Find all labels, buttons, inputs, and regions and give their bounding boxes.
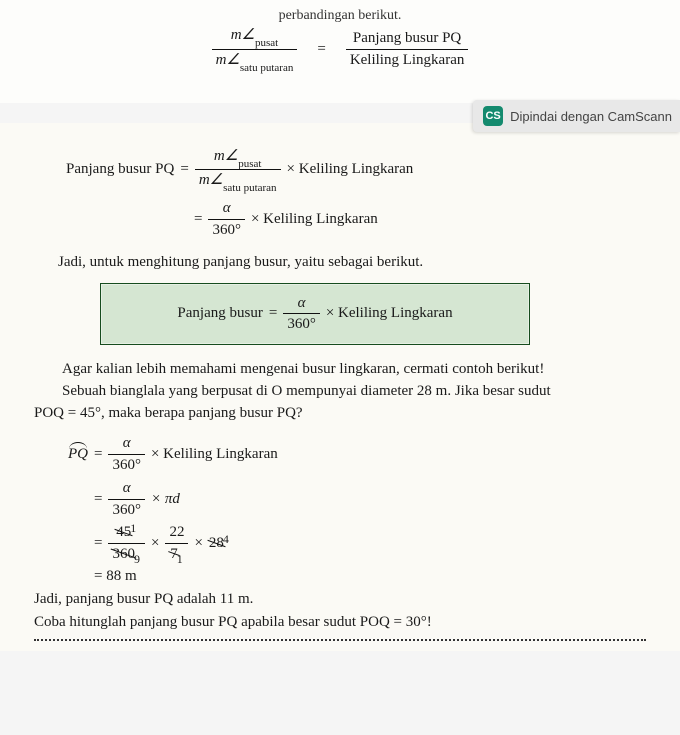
- calc-line-1: PQ = α 360° × Keliling Lingkaran: [60, 434, 650, 475]
- derivation-line-2: = α 360° × Keliling Lingkaran: [66, 199, 650, 240]
- equals-sign: =: [311, 41, 331, 58]
- ratio-left-fraction: m∠pusat m∠satu putaran: [212, 26, 298, 73]
- formula-fraction: α 360°: [283, 294, 320, 335]
- page-bottom-section: Panjang busur PQ = m∠pusat m∠satu putara…: [0, 123, 680, 651]
- cut-heading: perbandingan berikut.: [40, 8, 640, 24]
- conclusion-2: Coba hitunglah panjang busur PQ apabila …: [34, 614, 646, 631]
- badge-text: Dipindai dengan CamScann: [510, 109, 672, 124]
- intro-sentence: Jadi, untuk menghitung panjang busur, ya…: [58, 252, 650, 273]
- deriv-frac-2: α 360°: [208, 199, 245, 240]
- calc-line-3: = 451 3609 × 22 71 × 284: [60, 523, 650, 564]
- derivation-line-1: Panjang busur PQ = m∠pusat m∠satu putara…: [66, 147, 650, 194]
- camscanner-icon: CS: [483, 106, 503, 126]
- calc-line-4: = 88 m: [60, 568, 650, 585]
- formula-box: Panjang busur = α 360° × Keliling Lingka…: [100, 283, 530, 346]
- ratio-right-fraction: Panjang busur PQ Keliling Lingkaran: [346, 29, 469, 70]
- answer-dotted-line: [34, 639, 646, 641]
- page-top-section: perbandingan berikut. m∠pusat m∠satu put…: [0, 0, 680, 103]
- calc-line-2: = α 360° × πd: [60, 479, 650, 520]
- body-paragraph: Agar kalian lebih memahami mengenai busu…: [34, 359, 646, 424]
- conclusion-1: Jadi, panjang busur PQ adalah 11 m.: [34, 591, 646, 608]
- camscanner-badge: CS Dipindai dengan CamScann: [473, 100, 680, 132]
- arc-pq: PQ: [68, 446, 88, 463]
- ratio-equation: m∠pusat m∠satu putaran = Panjang busur P…: [40, 26, 640, 73]
- deriv-frac-1: m∠pusat m∠satu putaran: [195, 147, 281, 194]
